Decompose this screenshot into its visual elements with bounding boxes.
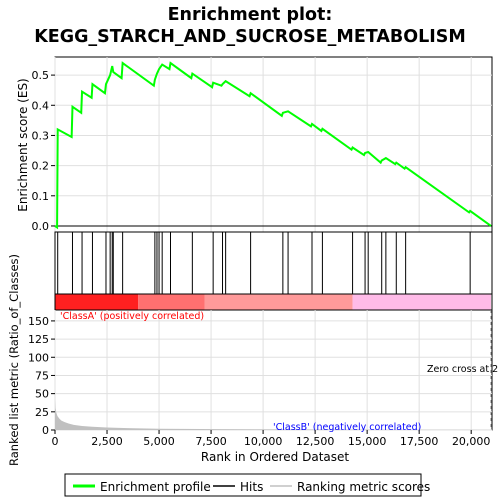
class-b-annotation: 'ClassB' (negatively correlated) (273, 422, 421, 433)
metric-tick-label: 75 (35, 369, 49, 382)
es-tick-label: 0.4 (32, 99, 50, 112)
band-segment (204, 294, 353, 310)
es-tick-label: 0.0 (32, 220, 50, 233)
band-segment (352, 294, 491, 310)
band-segment (138, 294, 205, 310)
x-tick-label: 17,500 (400, 435, 439, 448)
ranking-color-band (55, 294, 491, 310)
x-tick-label: 2,500 (91, 435, 123, 448)
metric-tick-label: 50 (35, 388, 49, 401)
x-tick-label: 15,000 (348, 435, 387, 448)
metric-tick-label: 125 (28, 333, 49, 346)
chart-title-line1: Enrichment plot: (168, 5, 333, 25)
zero-cross-annotation: Zero cross at 2 (427, 364, 498, 375)
legend-box (64, 473, 422, 497)
series-enrichment-profile (54, 61, 492, 230)
x-tick-label: 5,000 (143, 435, 175, 448)
legend-metric-label: Ranking metric scores (297, 480, 430, 494)
es-panel (54, 56, 493, 233)
hits-panel (54, 231, 493, 295)
es-tick-label: 0.2 (32, 160, 50, 173)
x-tick-label: 12,500 (296, 435, 335, 448)
legend-enrichment-label: Enrichment profile (100, 480, 211, 494)
es-tick-label: 0.3 (32, 129, 50, 142)
x-axis: 0 2,500 5,000 7,500 10,000 12,500 15,000 17,500… (52, 430, 491, 448)
hits-markers (57, 232, 471, 294)
x-axis-label: Rank in Ordered Dataset (201, 450, 349, 464)
es-tick-label: 0.1 (32, 190, 50, 203)
metric-tick-label: 150 (28, 315, 49, 328)
x-tick-label: 20,000 (452, 435, 491, 448)
chart-title-line2: KEGG_STARCH_AND_SUCROSE_METABOLISM (34, 27, 466, 47)
es-tick-label: 0.5 (32, 69, 50, 82)
metric-tick-label: 100 (28, 351, 49, 364)
metric-tick-label: 25 (35, 406, 49, 419)
x-tick-label: 7,500 (195, 435, 227, 448)
class-a-annotation: 'ClassA' (positively correlated) (60, 311, 204, 322)
x-tick-label: 0 (52, 435, 59, 448)
es-gridlines (54, 57, 492, 232)
band-segment (55, 294, 139, 310)
x-tick-label: 10,000 (244, 435, 283, 448)
es-y-axis-label: Enrichment score (ES) (16, 78, 30, 211)
es-y-axis: 0.0 0.1 0.2 0.3 0.4 0.5 (32, 69, 55, 233)
legend-hits-label: Hits (240, 480, 263, 494)
metric-tick-label: 0 (42, 424, 49, 437)
metric-y-axis: 0 25 50 75 100 125 150 (28, 315, 55, 437)
metric-y-axis-label: Ranked list metric (Ratio_of_Classes) (7, 254, 21, 466)
